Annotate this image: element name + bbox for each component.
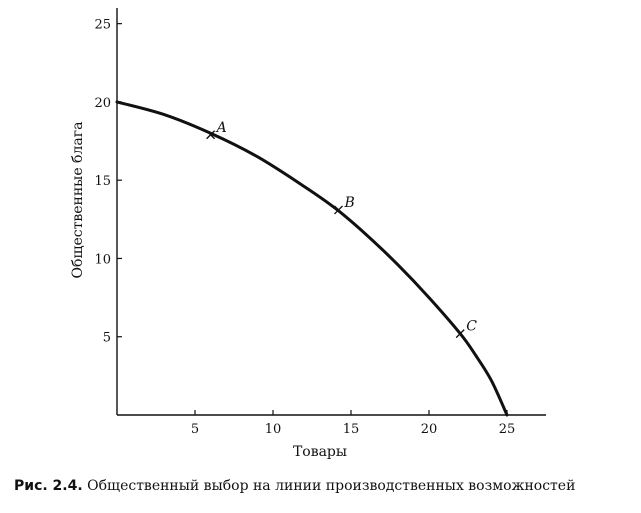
y-axis-label: Общественные блага	[70, 122, 86, 279]
production-possibilities-curve	[115, 100, 509, 417]
caption-text: Общественный выбор на линии производстве…	[87, 478, 576, 494]
point-marker	[455, 329, 465, 339]
x-tick-label: 15	[343, 422, 360, 437]
point-a: A	[206, 120, 227, 140]
axes	[116, 8, 546, 416]
point-label: B	[344, 195, 355, 211]
point-label: A	[215, 120, 227, 136]
point-b: B	[334, 195, 355, 215]
point-marker	[206, 130, 216, 140]
figure-caption: Рис. 2.4. Общественный выбор на линии пр…	[14, 478, 634, 494]
y-tick-label: 15	[94, 174, 111, 189]
y-tick-label: 10	[94, 252, 111, 267]
x-tick-label: 25	[499, 422, 516, 437]
point-label: C	[466, 319, 477, 335]
x-tick-label: 20	[421, 422, 438, 437]
y-tick-label: 5	[103, 331, 111, 346]
ticks: 5 10 15 20 25 5 10 15 20 25	[94, 18, 515, 437]
y-tick-label: 25	[94, 18, 111, 33]
x-tick-label: 5	[191, 422, 199, 437]
point-marker	[334, 205, 344, 215]
y-tick-label: 20	[94, 96, 111, 111]
caption-prefix: Рис. 2.4.	[14, 478, 83, 494]
choice-points: A B C	[206, 120, 477, 339]
x-axis-label: Товары	[293, 444, 347, 460]
x-tick-label: 10	[265, 422, 282, 437]
point-c: C	[455, 319, 477, 339]
